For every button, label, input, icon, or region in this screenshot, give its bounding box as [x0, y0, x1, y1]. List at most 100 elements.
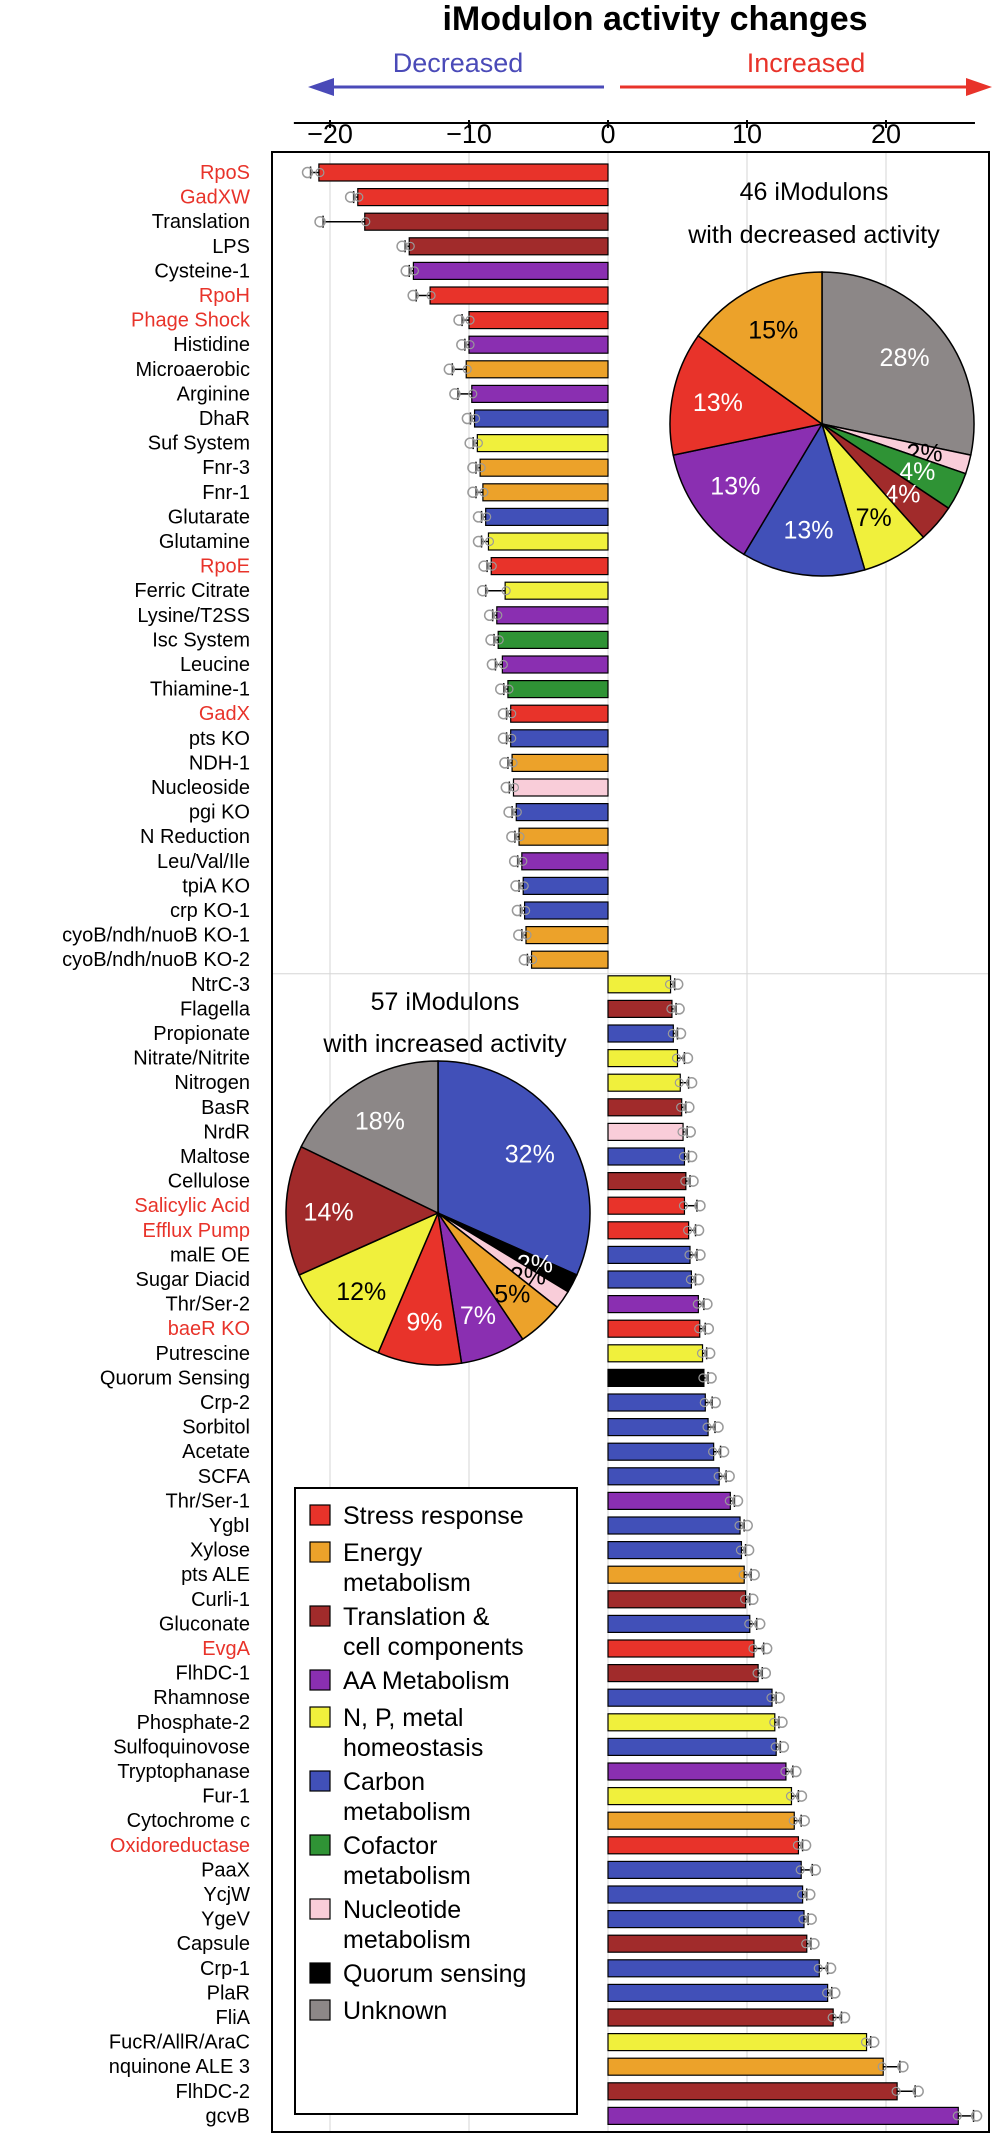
- replicate-point: [484, 536, 495, 547]
- legend-swatch: [309, 1541, 331, 1563]
- bar: [607, 1221, 690, 1240]
- replicate-point: [790, 1765, 802, 1778]
- legend-swatch: [309, 1504, 331, 1526]
- legend-label: cell components: [343, 1633, 524, 1661]
- legend-swatch: [309, 1898, 331, 1920]
- replicate-point: [777, 1741, 790, 1753]
- category-label: Propionate: [153, 1023, 250, 1045]
- category-label: EvgA: [202, 1638, 250, 1660]
- replicate-point: [770, 1742, 780, 1752]
- bar: [607, 1737, 777, 1757]
- bar: [607, 1171, 687, 1191]
- replicate-point: [671, 1053, 682, 1063]
- replicate-point: [829, 1987, 841, 1999]
- bar: [607, 1688, 773, 1707]
- replicate-point: [453, 314, 465, 326]
- category-label: YgeV: [201, 1909, 251, 1931]
- bar: [607, 1909, 805, 1929]
- legend-label: Energy: [343, 1539, 423, 1567]
- replicate-point: [478, 560, 490, 572]
- pie-slice: [285, 1145, 440, 1276]
- replicate-point: [354, 192, 364, 202]
- replicate-point: [792, 1840, 803, 1850]
- pie-slice-label: 18%: [355, 1107, 405, 1135]
- bar: [512, 778, 609, 797]
- replicate-point: [798, 1914, 808, 1924]
- category-label: tpiA KO: [182, 875, 250, 897]
- replicate-point: [769, 1717, 779, 1727]
- replicate-point: [473, 438, 483, 448]
- legend-swatch: [309, 1834, 331, 1856]
- replicate-point: [500, 781, 513, 794]
- replicate-point: [741, 1519, 753, 1532]
- category-label: Acetate: [182, 1441, 250, 1463]
- category-label: Fnr-3: [202, 457, 250, 479]
- bar: [357, 188, 609, 207]
- category-label: SCFA: [198, 1466, 251, 1488]
- replicate-point: [776, 1716, 788, 1729]
- bar: [497, 630, 609, 650]
- replicate-point: [766, 1693, 776, 1703]
- category-label: Translation: [152, 211, 250, 233]
- replicate-point: [361, 217, 371, 227]
- bar: [364, 212, 609, 231]
- replicate-point: [712, 1421, 724, 1433]
- replicate-point: [673, 1003, 685, 1015]
- replicate-point: [694, 1249, 706, 1261]
- replicate-point: [809, 1864, 822, 1876]
- category-label: pts KO: [189, 728, 250, 750]
- replicate-point: [681, 1052, 694, 1064]
- bar: [473, 409, 609, 428]
- replicate-point: [705, 1372, 717, 1384]
- bar: [607, 1934, 808, 1953]
- replicate-point: [877, 2062, 887, 2072]
- replicate-point: [508, 758, 518, 768]
- bar: [607, 1467, 720, 1486]
- legend-label: Cofactor: [343, 1832, 437, 1860]
- legend-label: metabolism: [343, 1569, 471, 1597]
- replicate-point: [723, 1470, 735, 1483]
- bar: [607, 1663, 759, 1683]
- bar: [607, 1614, 751, 1634]
- replicate-point: [804, 1888, 816, 1901]
- pie-slice-label: 14%: [304, 1198, 354, 1226]
- replicate-point: [510, 880, 522, 892]
- replicate-point: [703, 1347, 716, 1360]
- bar: [476, 434, 609, 453]
- bar: [485, 507, 609, 526]
- replicate-point: [744, 1619, 754, 1629]
- replicate-point: [486, 658, 499, 671]
- bar: [496, 606, 609, 625]
- bar: [518, 827, 609, 846]
- category-label: Ferric Citrate: [134, 580, 250, 602]
- category-label: Putrescine: [156, 1343, 251, 1365]
- replicate-point: [684, 1250, 694, 1260]
- replicate-point: [493, 610, 503, 620]
- x-axis: −20 −10 0 10 20: [293, 119, 975, 149]
- bar: [523, 901, 609, 920]
- category-label: Nucleoside: [151, 777, 250, 799]
- replicate-point: [860, 2037, 871, 2047]
- replicate-point: [698, 1373, 708, 1383]
- replicate-point: [467, 486, 479, 499]
- category-label: PaaX: [201, 1859, 250, 1881]
- replicate-point: [867, 2036, 880, 2048]
- bar: [607, 1098, 683, 1117]
- category-label: RpoE: [200, 556, 250, 578]
- category-label: Phage Shock: [131, 310, 251, 332]
- replicate-point: [738, 1570, 748, 1580]
- replicate-point: [724, 1496, 734, 1506]
- replicate-point: [683, 1225, 693, 1235]
- category-label: crp KO-1: [170, 900, 250, 922]
- replicate-point: [461, 412, 474, 425]
- category-label: cyoB/ndh/nuoB KO-2: [62, 949, 250, 971]
- bar: [607, 1073, 681, 1092]
- pie-slice: [672, 422, 824, 556]
- replicate-point: [805, 1913, 817, 1925]
- category-label: GadX: [199, 703, 250, 725]
- bar: [607, 1836, 800, 1855]
- bar: [607, 1590, 747, 1609]
- category-label: Leucine: [180, 654, 250, 676]
- bar: [607, 1196, 686, 1215]
- replicate-point: [683, 1101, 695, 1114]
